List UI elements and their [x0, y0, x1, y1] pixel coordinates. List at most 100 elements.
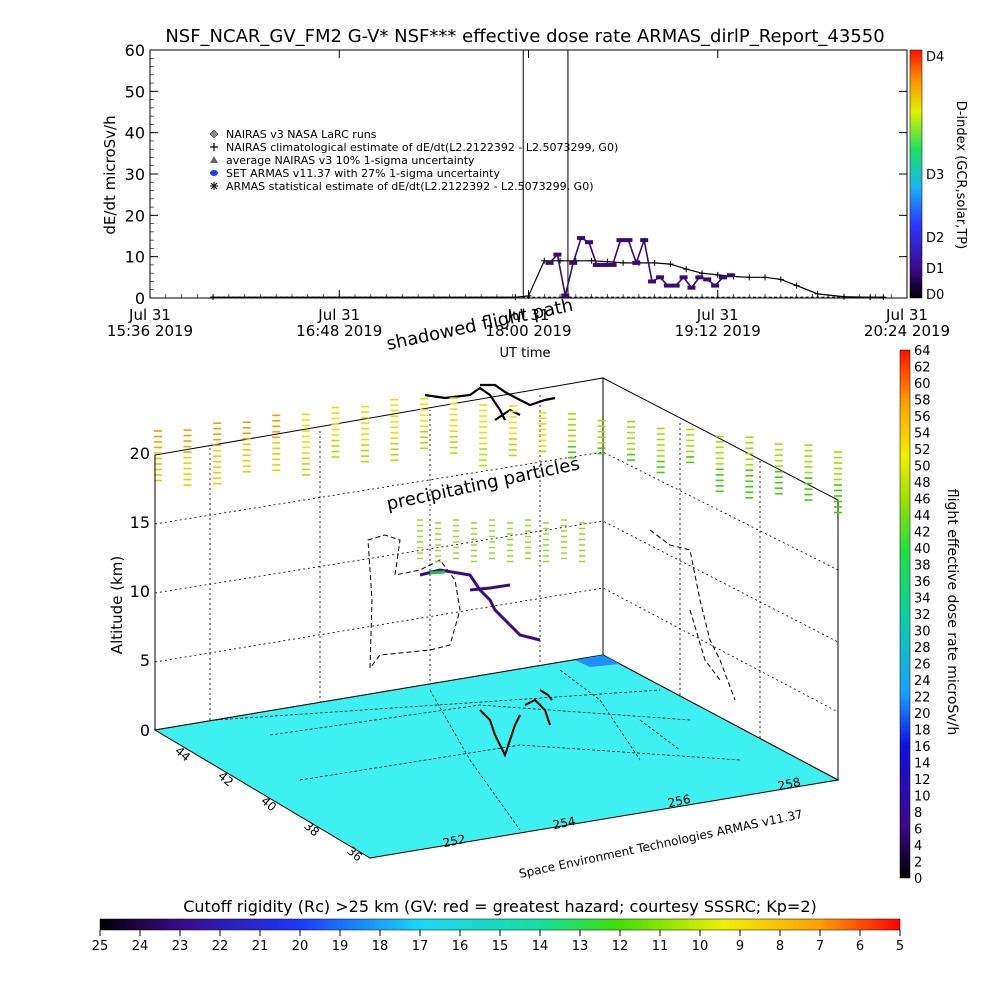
series-point [683, 266, 690, 273]
series-point [814, 290, 821, 297]
series-point [553, 252, 562, 257]
top-xtick-label-date: Jul 31 [696, 306, 739, 324]
dindex-tick-label: D2 [926, 231, 944, 246]
top-ytick-label: 20 [125, 206, 145, 225]
top-xtick-label-date: Jul 31 [507, 306, 550, 324]
longitude-tick-label: 258 [777, 775, 802, 793]
series-point [746, 274, 753, 281]
legend-marker-diamond [209, 129, 219, 139]
longitude-tick-label: 252 [442, 832, 467, 850]
series-point [624, 238, 633, 243]
rigidity-surface [153, 654, 840, 859]
legend-marker-dot [210, 170, 218, 176]
rigidity-tick-label: 8 [776, 939, 784, 954]
dose-tick-label: 22 [914, 691, 931, 706]
dose-tick-label: 48 [914, 476, 931, 491]
series-point [711, 283, 720, 288]
dose-tick-label: 62 [914, 361, 931, 376]
longitude-tick-label: 254 [552, 814, 577, 832]
rigidity-tick-label: 12 [612, 939, 629, 954]
flight-path-top [424, 383, 556, 421]
altitude-axis: 0 5 10 15 20 [130, 444, 156, 740]
series-point [640, 238, 649, 243]
chart-title: NSF_NCAR_GV_FM2 G-V* NSF*** effective do… [165, 26, 884, 47]
series-point [651, 259, 658, 266]
top-xtick-label-time: 18:00 2019 [485, 322, 571, 340]
altitude-label: Altitude (km) [108, 556, 126, 654]
dose-tick-label: 50 [914, 460, 931, 475]
series-point [577, 236, 586, 241]
top-ylabel: dE/dt microSv/h [101, 115, 119, 234]
longitude-tick-label: 256 [667, 792, 692, 810]
series-point [584, 240, 593, 245]
dose-tick-label: 52 [914, 443, 931, 458]
rigidity-title: Cutoff rigidity (Rc) >25 km (GV: red = g… [183, 897, 817, 916]
dose-tick-label: 58 [914, 394, 931, 409]
rigidity-tick-label: 23 [172, 939, 189, 954]
rigidity-tick-label: 20 [292, 939, 309, 954]
dose-tick-label: 30 [914, 625, 931, 640]
dose-tick-label: 42 [914, 526, 931, 541]
top-ytick-label: 10 [125, 248, 145, 267]
shadowed-flight-path [367, 529, 736, 701]
legend-label: average NAIRAS v3 10% 1-sigma uncertaint… [226, 154, 475, 167]
dose-tick-label: 54 [914, 427, 931, 442]
series-point [698, 270, 705, 277]
series-point [687, 285, 696, 290]
altitude-tick-label: 20 [130, 444, 150, 463]
top-series-group [210, 236, 887, 301]
top-y-axis: 0 10 20 30 40 50 60 [125, 41, 907, 308]
altitude-tick-label: 5 [140, 651, 150, 670]
state-borders [214, 669, 741, 831]
series-point [793, 282, 800, 289]
top-xtick-label-date: Jul 31 [317, 306, 360, 324]
rigidity-tick-label: 9 [736, 939, 744, 954]
dose-colorbar-ticks: 0246810121416182022242628303234363840424… [914, 344, 931, 887]
top-ytick-label: 40 [125, 124, 145, 143]
top-xtick-label-time: 19:12 2019 [675, 322, 761, 340]
series-point [695, 275, 704, 280]
series-point [719, 275, 728, 280]
series-point [588, 257, 595, 264]
dose-tick-label: 28 [914, 641, 931, 656]
rigidity-tick-label: 5 [896, 939, 904, 954]
top-xtick-label-time: 15:36 2019 [107, 322, 193, 340]
rigidity-tick-label: 16 [452, 939, 469, 954]
dindex-tick-label: D3 [926, 168, 944, 183]
dose-tick-label: 2 [914, 856, 922, 871]
top-ytick-label: 60 [125, 41, 145, 60]
legend-label: SET ARMAS v11.37 with 27% 1-sigma uncert… [226, 167, 500, 180]
altitude-tick-label: 10 [130, 582, 150, 601]
dose-tick-label: 60 [914, 377, 931, 392]
dindex-label: D-index (GCR,solar,TP) [953, 101, 968, 249]
rigidity-bar-panel: Cutoff rigidity (Rc) >25 km (GV: red = g… [92, 897, 904, 954]
blue-patch [575, 655, 620, 667]
dose-colorbar [899, 349, 911, 879]
series-point [762, 274, 769, 281]
dose-tick-label: 0 [914, 872, 922, 887]
series-point [679, 275, 688, 280]
dose-tick-label: 46 [914, 493, 931, 508]
legend-label: NAIRAS v3 NASA LaRC runs [226, 128, 377, 141]
series-point [525, 292, 532, 299]
longitude-axis: 252 254 256 258 [442, 775, 802, 850]
flight-window-lines [522, 50, 569, 298]
3d-panel: shadowed flight path precipitating parti… [108, 295, 960, 887]
rigidity-tick-label: 7 [816, 939, 824, 954]
dose-tick-label: 10 [914, 790, 931, 805]
dose-tick-label: 14 [914, 757, 931, 772]
wall-gridlines [154, 392, 839, 738]
rigidity-tick-label: 24 [132, 939, 149, 954]
altitude-tick-label: 15 [130, 513, 150, 532]
dindex-ticks: D0 D1 D2 D3 D4 [926, 50, 944, 303]
series-point [632, 260, 641, 265]
rigidity-tick-label: 22 [212, 939, 229, 954]
rigidity-tick-label: 6 [856, 939, 864, 954]
dose-tick-label: 40 [914, 542, 931, 557]
series-point [592, 262, 601, 267]
flight-path-floor [479, 689, 553, 758]
rigidity-tick-label: 13 [572, 939, 589, 954]
